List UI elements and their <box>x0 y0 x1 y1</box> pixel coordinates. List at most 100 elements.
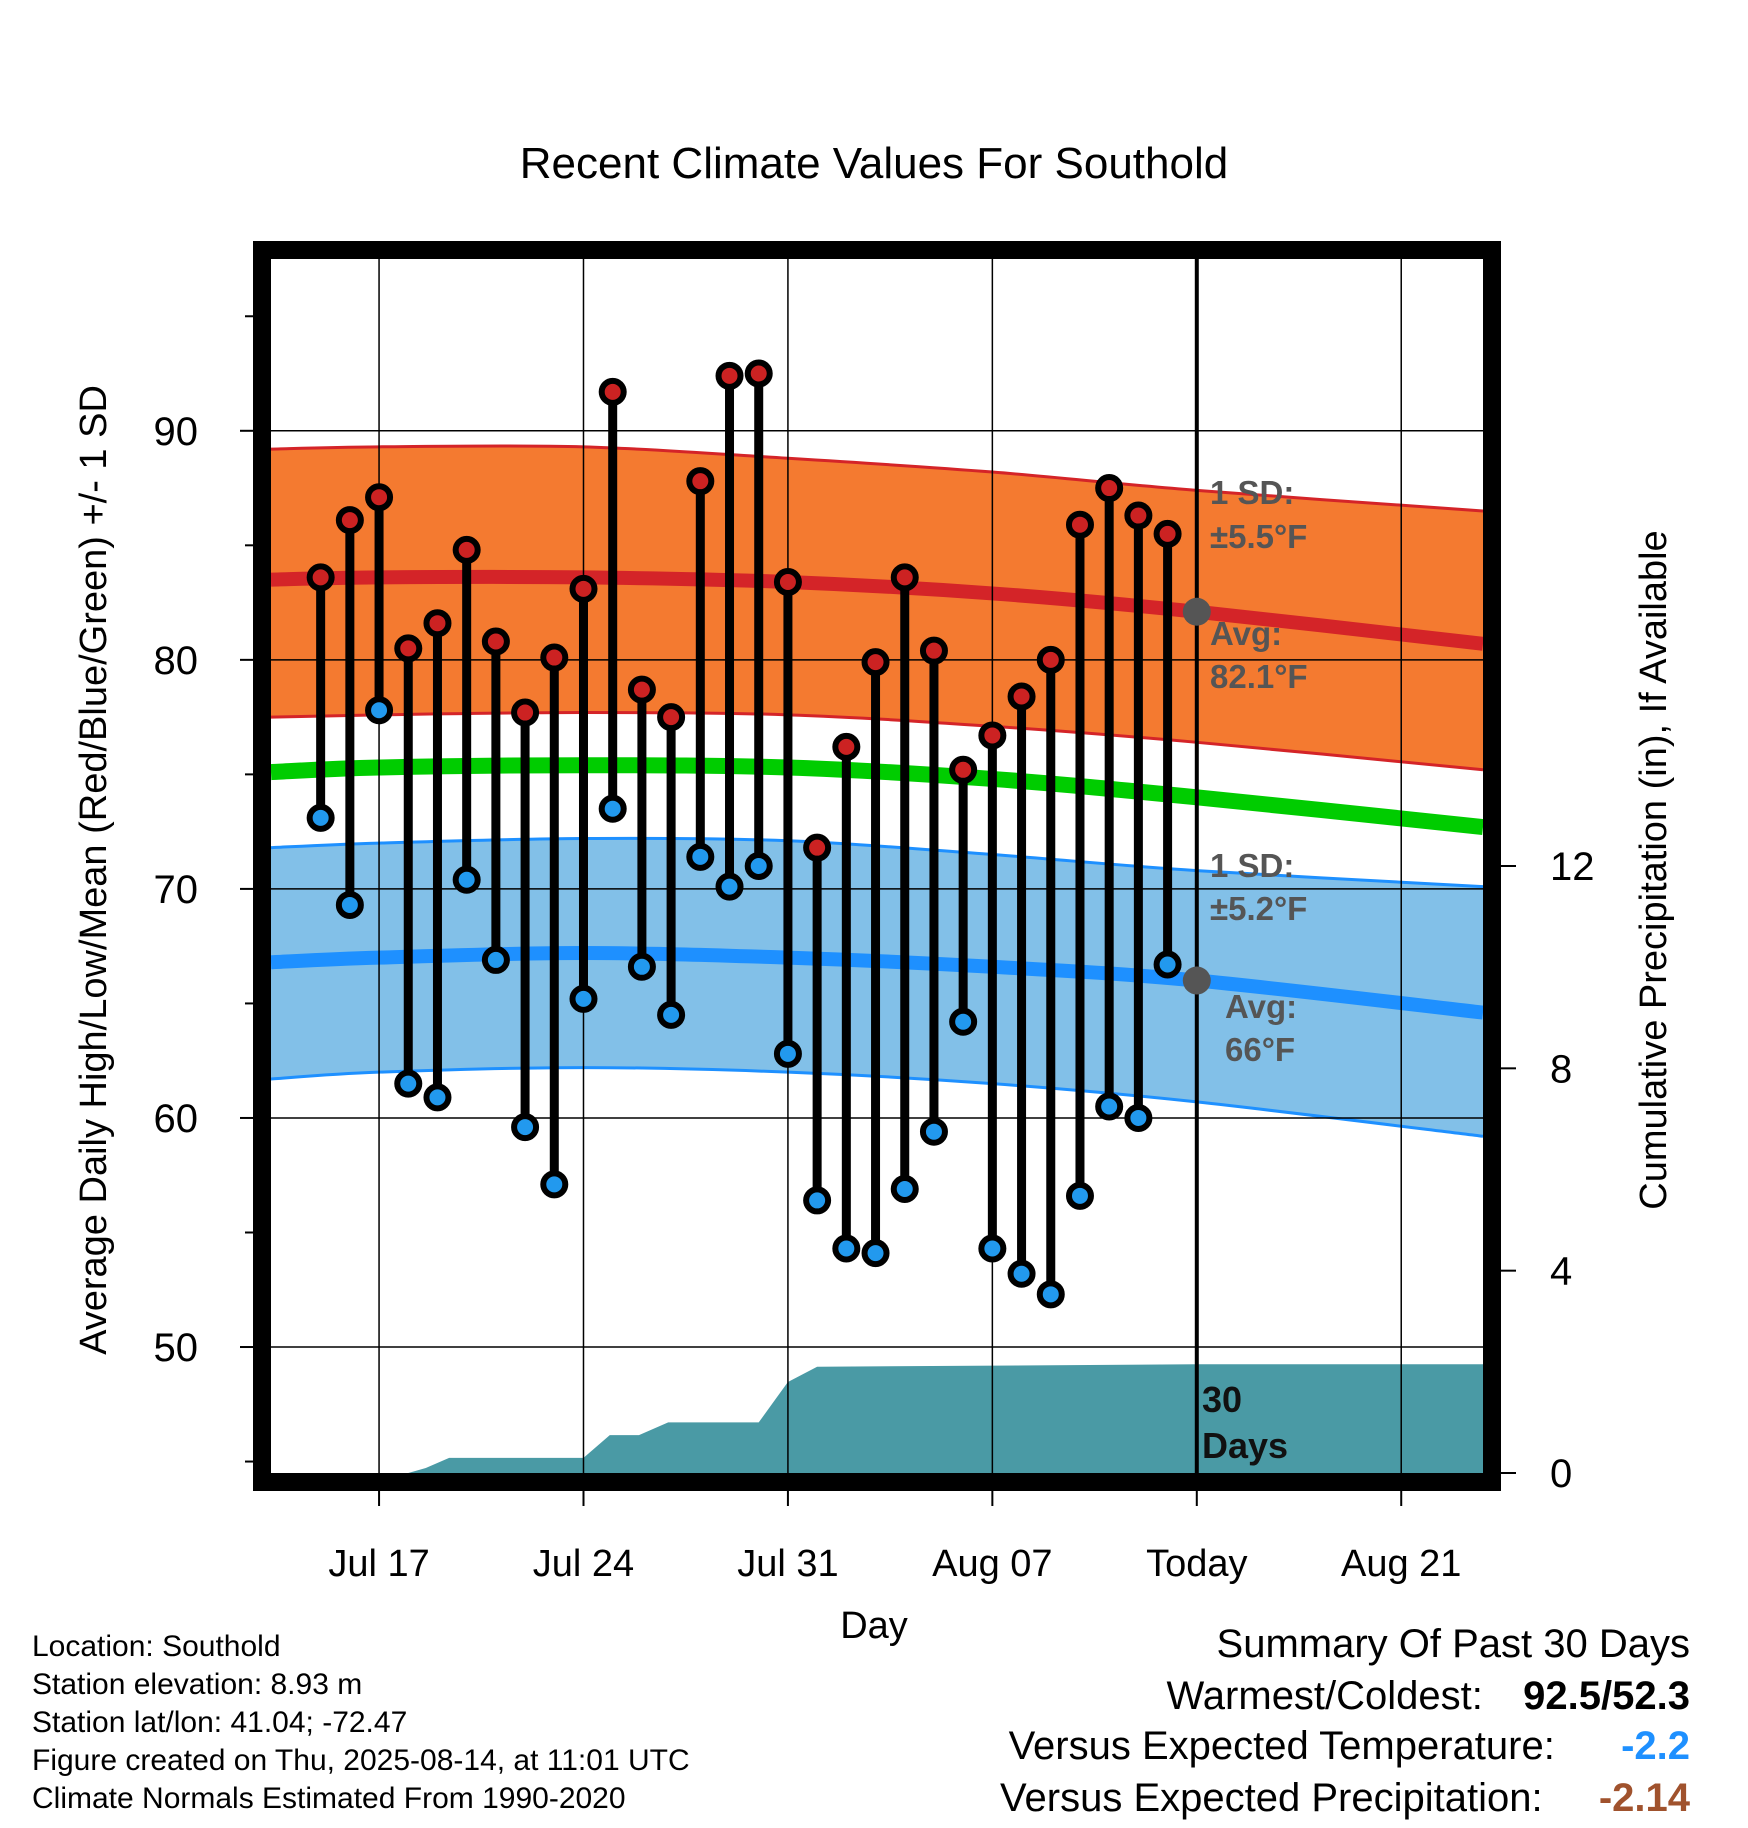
high-sd-band-upper-edge <box>270 444 1484 513</box>
y2-tick-label: 8 <box>1550 1047 1572 1091</box>
daily-low-point <box>657 1000 686 1029</box>
low-annotation: 1 SD: ±5.2°F Avg: 66°F <box>1210 847 1307 1068</box>
plot-area <box>270 259 1484 1473</box>
daily-low-point <box>949 1007 978 1036</box>
y-tick-label: 80 <box>154 639 199 683</box>
daily-low-point <box>744 852 773 880</box>
daily-low-point <box>919 1117 948 1146</box>
daily-low-point <box>306 803 335 832</box>
daily-low-point <box>1065 1181 1094 1210</box>
today-avg-high-marker <box>1182 597 1211 626</box>
daily-low-point <box>773 1039 802 1068</box>
daily-high-point <box>686 467 715 496</box>
coldest-value: 52.3 <box>1612 1674 1690 1718</box>
daily-high-point <box>1124 501 1153 530</box>
warmest-value: 92.5 <box>1523 1674 1602 1718</box>
daily-high-point <box>540 643 569 672</box>
info-elevation: Station elevation: 8.93 m <box>32 1668 363 1701</box>
daily-high-point <box>657 703 686 732</box>
summary-temp: Versus Expected Temperature: -2.2 <box>1009 1724 1690 1769</box>
daily-low-point <box>627 952 656 981</box>
y2-axis-label: Cumulative Precipitation (in), If Availa… <box>1633 530 1675 1209</box>
y-tick-label: 50 <box>154 1326 199 1370</box>
daily-high-point <box>511 698 540 727</box>
precip-departure-value: -2.14 <box>1598 1776 1690 1820</box>
high-avg-value: 82.1°F <box>1210 658 1308 695</box>
temp-departure-value: -2.2 <box>1621 1724 1690 1768</box>
value-separator: / <box>1601 1674 1613 1718</box>
chart-title: Recent Climate Values For Southold <box>520 139 1228 188</box>
precip-area <box>271 1364 1483 1473</box>
daily-high-point <box>803 833 832 862</box>
avg-high-line <box>270 569 1484 651</box>
info-normals: Climate Normals Estimated From 1990-2020 <box>32 1782 626 1815</box>
y-tick-label: 70 <box>154 868 199 912</box>
daily-high-point <box>890 563 919 592</box>
plot-frame <box>253 241 1501 1491</box>
daily-low-point <box>803 1186 832 1215</box>
daily-low-point <box>365 696 394 725</box>
daily-high-point <box>861 648 890 677</box>
daily-low-point <box>890 1174 919 1203</box>
info-location: Location: Southold <box>32 1630 281 1663</box>
x-tick-label: Aug 21 <box>1341 1543 1461 1585</box>
precip-annotation: 30 Days <box>1202 1379 1288 1466</box>
daily-high-point <box>452 535 481 564</box>
daily-low-point <box>598 794 627 823</box>
x-tick-label: Jul 31 <box>737 1543 838 1585</box>
daily-low-point <box>394 1069 423 1098</box>
daily-low-point <box>1095 1092 1124 1121</box>
precip-days-number: 30 <box>1202 1379 1242 1420</box>
daily-high-point <box>773 567 802 596</box>
x-tick-label: Today <box>1146 1543 1247 1585</box>
warm-cold-label: Warmest/Coldest: <box>1166 1674 1483 1718</box>
daily-high-point <box>1153 519 1182 548</box>
daily-high-point <box>1036 645 1065 674</box>
daily-low-point <box>978 1234 1007 1263</box>
station-info: Location: Southold Station elevation: 8.… <box>32 1628 690 1818</box>
summary-warm-cold: Warmest/Coldest: 92.5/52.3 <box>1167 1674 1690 1719</box>
daily-high-point <box>832 732 861 761</box>
daily-high-point <box>481 627 510 656</box>
y-tick-label: 90 <box>154 410 199 454</box>
daily-high-point <box>306 563 335 592</box>
daily-high-point <box>598 377 627 406</box>
daily-high-point <box>1007 682 1036 711</box>
daily-low-point <box>511 1113 540 1142</box>
summary-precip: Versus Expected Precipitation: -2.14 <box>1000 1776 1690 1821</box>
daily-high-point <box>394 634 423 663</box>
low-sd-label: 1 SD: <box>1210 847 1294 884</box>
daily-low-point <box>832 1234 861 1263</box>
daily-high-point <box>949 755 978 784</box>
daily-low-point <box>335 890 364 919</box>
x-axis-label: Day <box>840 1605 908 1647</box>
y2-tick-label: 12 <box>1550 845 1595 889</box>
x-tick-label: Jul 17 <box>328 1543 429 1585</box>
y-tick-label: 60 <box>154 1097 199 1141</box>
high-annotation: 1 SD: ±5.5°F Avg: 82.1°F <box>1210 474 1308 695</box>
daily-high-point <box>1095 474 1124 503</box>
daily-high-point <box>365 483 394 512</box>
x-tick-label: Aug 07 <box>932 1543 1052 1585</box>
precip-days-label: Days <box>1202 1425 1288 1466</box>
daily-high-point <box>919 636 948 665</box>
high-avg-label: Avg: <box>1210 615 1282 652</box>
temp-label: Versus Expected Temperature: <box>1008 1724 1555 1768</box>
daily-high-point <box>1065 510 1094 539</box>
daily-low-point <box>540 1170 569 1199</box>
x-tick-label: Jul 24 <box>533 1543 634 1585</box>
daily-low-point <box>481 945 510 974</box>
daily-low-point <box>1007 1259 1036 1288</box>
y-axis-label: Average Daily High/Low/Mean (Red/Blue/Gr… <box>73 385 115 1355</box>
summary-heading: Summary Of Past 30 Days <box>1216 1622 1690 1666</box>
low-avg-label: Avg: <box>1225 988 1297 1025</box>
daily-high-point <box>335 506 364 535</box>
high-sd-band <box>271 445 1483 770</box>
low-sd-value: ±5.2°F <box>1210 890 1307 927</box>
daily-high-point <box>744 359 773 388</box>
daily-low-point <box>1124 1103 1153 1132</box>
daily-low-point <box>686 842 715 871</box>
daily-high-point <box>423 609 452 638</box>
daily-high-point <box>569 574 598 603</box>
